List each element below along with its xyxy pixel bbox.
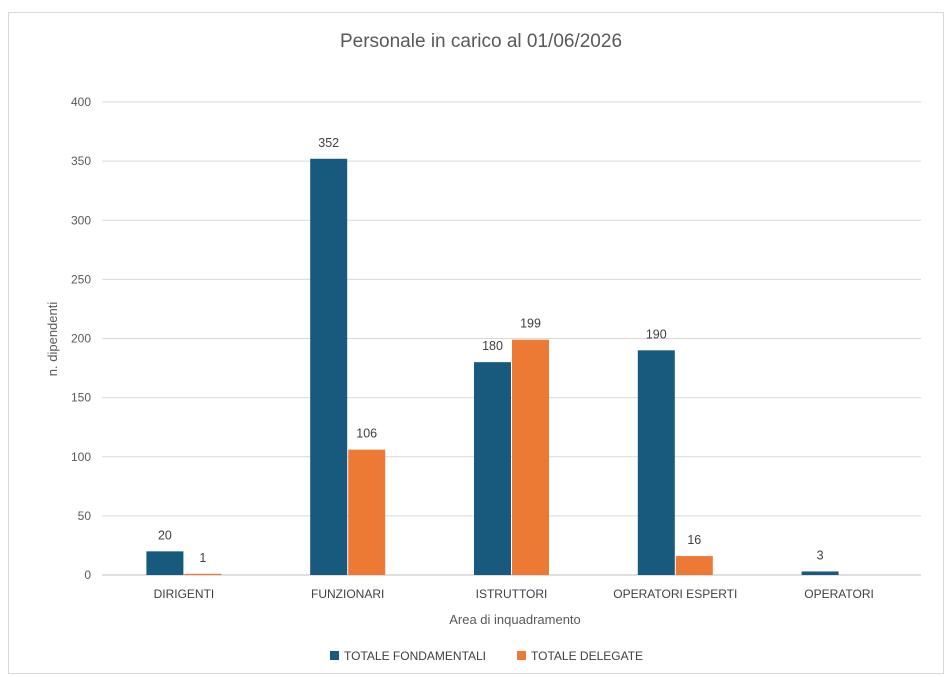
legend-label: TOTALE DELEGATE (531, 649, 643, 663)
bar-totale-fondamentali (474, 362, 511, 575)
data-label: 199 (520, 317, 541, 331)
data-labels: 20 1 352 106 180 199 190 16 3 (158, 136, 824, 565)
data-label: 1 (199, 551, 206, 565)
bar-chart: Personale in carico al 01/06/2026 0 50 100… (45, 31, 921, 663)
y-tick-label: 200 (71, 332, 91, 346)
x-category-label: OPERATORI ESPERTI (613, 587, 737, 601)
bars (146, 158, 839, 575)
data-label: 16 (687, 533, 701, 547)
x-category-label: FUNZIONARI (311, 587, 384, 601)
data-label: 20 (158, 528, 172, 542)
data-label: 180 (482, 339, 503, 353)
x-axis-title: Area di inquadramento (449, 612, 581, 627)
y-tick-label: 0 (84, 568, 91, 582)
bar-totale-delegate (512, 339, 549, 575)
bar-totale-fondamentali (146, 551, 184, 575)
data-label: 352 (318, 136, 339, 150)
bar-totale-fondamentali (801, 571, 839, 575)
y-tick-label: 350 (71, 154, 91, 168)
chart-container: Personale in carico al 01/06/2026 0 50 100… (8, 12, 944, 674)
data-label: 106 (356, 427, 377, 441)
data-label: 190 (646, 327, 667, 341)
y-tick-label: 100 (71, 450, 91, 464)
chart-title: Personale in carico al 01/06/2026 (340, 31, 622, 52)
bar-totale-fondamentali (310, 158, 348, 575)
bar-totale-delegate (675, 556, 713, 575)
y-tick-label: 300 (71, 213, 91, 227)
legend: TOTALE FONDAMENTALI TOTALE DELEGATE (330, 649, 643, 663)
data-label: 3 (817, 548, 824, 562)
gridlines (102, 101, 921, 576)
legend-label: TOTALE FONDAMENTALI (344, 649, 486, 663)
y-axis-ticks: 0 50 100 150 200 250 300 350 400 (71, 95, 91, 582)
y-tick-label: 250 (71, 272, 91, 286)
x-axis-categories: DIRIGENTI FUNZIONARI ISTRUTTORI OPERATORI E… (154, 587, 874, 601)
y-axis-title: n. dipendenti (45, 302, 60, 377)
y-tick-label: 400 (71, 95, 91, 109)
legend-swatch (330, 651, 339, 660)
x-category-label: ISTRUTTORI (476, 587, 548, 601)
legend-swatch (517, 651, 526, 660)
bar-totale-fondamentali (637, 350, 675, 575)
bar-totale-delegate (348, 449, 386, 575)
x-category-label: OPERATORI (804, 587, 874, 601)
x-category-label: DIRIGENTI (154, 587, 215, 601)
y-tick-label: 50 (78, 509, 92, 523)
y-tick-label: 150 (71, 391, 91, 405)
bar-totale-delegate (184, 573, 222, 575)
